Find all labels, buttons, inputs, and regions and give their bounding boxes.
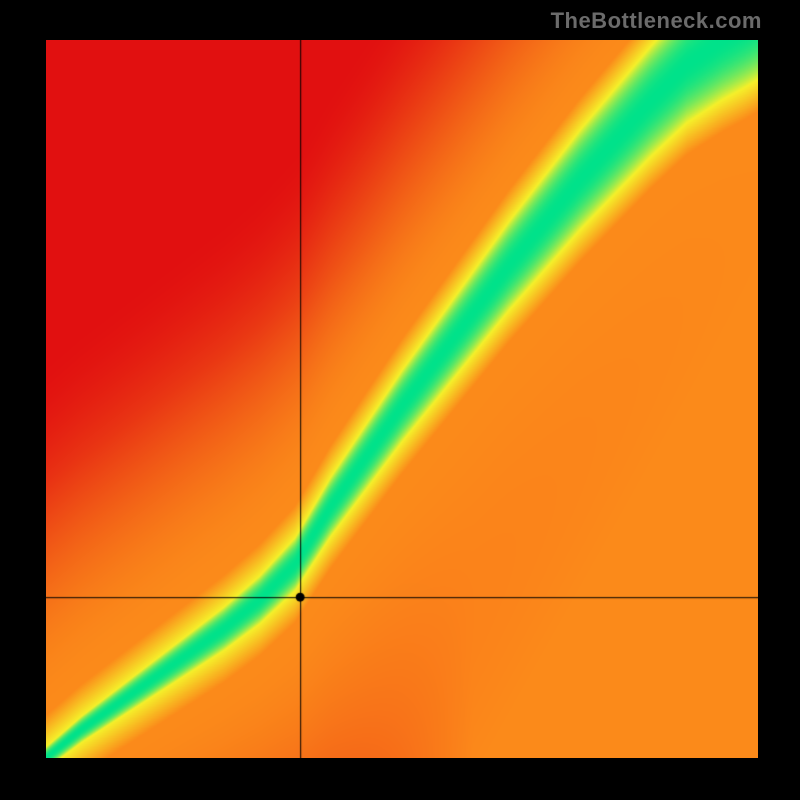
watermark-text: TheBottleneck.com (551, 8, 762, 34)
chart-container: TheBottleneck.com (0, 0, 800, 800)
bottleneck-heatmap (46, 40, 758, 758)
